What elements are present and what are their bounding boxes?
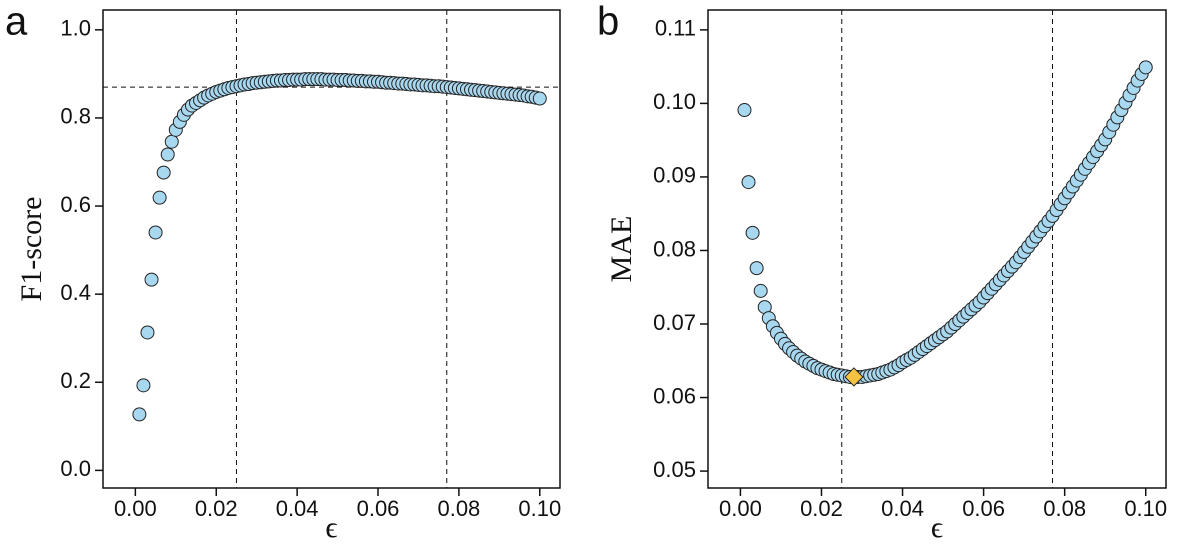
x-tick-label: 0.08 bbox=[437, 496, 480, 521]
plot-frame bbox=[102, 9, 561, 489]
data-point bbox=[745, 225, 760, 240]
data-point bbox=[741, 175, 756, 190]
y-tick-label: 0.4 bbox=[60, 280, 91, 305]
data-point bbox=[737, 103, 752, 118]
x-tick-label: 0.06 bbox=[357, 496, 400, 521]
panel-label: a bbox=[5, 0, 28, 44]
x-tick-label: 0.08 bbox=[1043, 496, 1086, 521]
y-tick-label: 0.10 bbox=[653, 89, 696, 114]
data-point bbox=[164, 134, 179, 149]
plot-frame bbox=[707, 9, 1167, 489]
y-tick-label: 1.0 bbox=[60, 16, 91, 41]
y-axis-label: F1-score bbox=[15, 197, 48, 302]
y-tick-label: 0.05 bbox=[653, 457, 696, 482]
y-tick-label: 0.0 bbox=[60, 456, 91, 481]
x-tick-label: 0.02 bbox=[800, 496, 843, 521]
x-axis-label: ϵ bbox=[325, 511, 337, 544]
y-tick-label: 0.8 bbox=[60, 104, 91, 129]
data-point bbox=[148, 225, 163, 240]
x-tick-label: 0.00 bbox=[114, 496, 157, 521]
data-point bbox=[152, 190, 167, 205]
x-tick-label: 0.04 bbox=[881, 496, 924, 521]
x-tick-label: 0.06 bbox=[962, 496, 1005, 521]
x-tick-label: 0.02 bbox=[195, 496, 238, 521]
y-tick-label: 0.08 bbox=[653, 236, 696, 261]
highlight-marker bbox=[844, 367, 864, 387]
panel-label: b bbox=[597, 0, 619, 44]
y-tick-label: 0.2 bbox=[60, 368, 91, 393]
y-tick-label: 0.07 bbox=[653, 310, 696, 335]
y-tick-label: 0.6 bbox=[60, 192, 91, 217]
x-tick-label: 0.04 bbox=[276, 496, 319, 521]
data-point bbox=[160, 147, 175, 162]
data-point bbox=[749, 261, 764, 276]
data-point bbox=[1138, 60, 1153, 75]
data-point bbox=[136, 378, 151, 393]
x-tick-label: 0.10 bbox=[1124, 496, 1167, 521]
x-tick-label: 0.00 bbox=[719, 496, 762, 521]
data-point bbox=[140, 325, 155, 340]
y-tick-label: 0.11 bbox=[655, 16, 696, 41]
data-point bbox=[144, 272, 159, 287]
y-tick-label: 0.06 bbox=[653, 383, 696, 408]
y-axis-label: MAE bbox=[605, 216, 638, 283]
data-point bbox=[753, 283, 768, 298]
x-axis-label: ϵ bbox=[931, 511, 943, 544]
data-point bbox=[532, 91, 547, 106]
data-point bbox=[156, 165, 171, 180]
data-point bbox=[132, 407, 147, 422]
x-tick-label: 0.10 bbox=[518, 496, 561, 521]
y-tick-label: 0.09 bbox=[653, 163, 696, 188]
